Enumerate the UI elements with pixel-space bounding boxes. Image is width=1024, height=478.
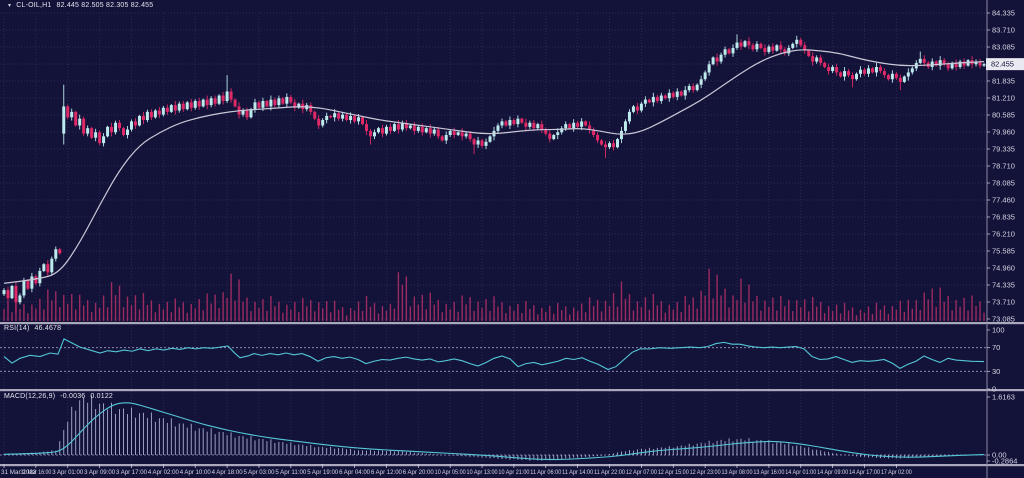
price-axis[interactable] bbox=[987, 0, 1024, 464]
svg-text:13 Apr 08:00: 13 Apr 08:00 bbox=[722, 469, 753, 476]
svg-text:81.835: 81.835 bbox=[992, 77, 1015, 86]
svg-text:73.710: 73.710 bbox=[992, 298, 1015, 307]
svg-text:0.00: 0.00 bbox=[992, 451, 1007, 460]
svg-text:31 Mar 2023: 31 Mar 2023 bbox=[1, 469, 37, 476]
svg-text:81.210: 81.210 bbox=[992, 94, 1015, 103]
svg-text:3 Apr 09:00: 3 Apr 09:00 bbox=[84, 469, 115, 476]
svg-text:6 Apr 04:00: 6 Apr 04:00 bbox=[339, 469, 370, 476]
svg-text:74.960: 74.960 bbox=[992, 264, 1015, 273]
svg-text:6 Apr 12:00: 6 Apr 12:00 bbox=[371, 469, 402, 476]
macd-signal-line bbox=[3, 402, 985, 461]
svg-text:17 Apr 02:00: 17 Apr 02:00 bbox=[881, 469, 912, 476]
svg-text:10 Apr 05:00: 10 Apr 05:00 bbox=[435, 469, 466, 476]
svg-text:82.455: 82.455 bbox=[991, 60, 1014, 69]
svg-text:5 Apr 03:00: 5 Apr 03:00 bbox=[243, 469, 274, 476]
moving-average-line bbox=[3, 49, 985, 284]
svg-text:76.210: 76.210 bbox=[992, 230, 1015, 239]
svg-text:31 Mar 16:00: 31 Mar 16:00 bbox=[20, 469, 51, 476]
rsi-indicator-label: RSI(14) 46.4678 bbox=[4, 325, 61, 332]
macd-signal-value: 0.0122 bbox=[90, 393, 114, 400]
rsi-line bbox=[3, 338, 985, 371]
chart-dropdown-icon[interactable]: ▾ bbox=[8, 3, 12, 9]
svg-text:14 Apr 17:00: 14 Apr 17:00 bbox=[849, 469, 880, 476]
axis-labels: 84.33583.71083.08582.46081.83581.21080.5… bbox=[1, 9, 1017, 477]
svg-text:5 Apr 11:00: 5 Apr 11:00 bbox=[275, 469, 306, 476]
pane-separator bbox=[0, 464, 1024, 467]
svg-text:13 Apr 16:00: 13 Apr 16:00 bbox=[753, 469, 784, 476]
svg-text:4 Apr 02:00: 4 Apr 02:00 bbox=[148, 469, 179, 476]
macd-main-value: -0.0036 bbox=[60, 393, 86, 400]
svg-text:79.335: 79.335 bbox=[992, 145, 1015, 154]
svg-text:74.335: 74.335 bbox=[992, 281, 1015, 290]
rsi-name: RSI(14) bbox=[4, 325, 30, 332]
svg-text:83.085: 83.085 bbox=[992, 43, 1015, 52]
svg-text:70: 70 bbox=[992, 343, 1000, 352]
pane-separator bbox=[0, 322, 1024, 325]
chart-symbol-period: CL-OIL,H1 bbox=[16, 2, 52, 9]
svg-text:77.460: 77.460 bbox=[992, 196, 1015, 205]
svg-text:4 Apr 10:00: 4 Apr 10:00 bbox=[180, 469, 211, 476]
svg-text:12 Apr 23:00: 12 Apr 23:00 bbox=[690, 469, 721, 476]
svg-text:79.960: 79.960 bbox=[992, 128, 1015, 137]
svg-text:11 Apr 06:00: 11 Apr 06:00 bbox=[530, 469, 561, 476]
svg-text:5 Apr 19:00: 5 Apr 19:00 bbox=[307, 469, 338, 476]
svg-text:-0.2864: -0.2864 bbox=[992, 457, 1017, 466]
svg-text:6 Apr 20:00: 6 Apr 20:00 bbox=[403, 469, 434, 476]
svg-text:30: 30 bbox=[992, 367, 1000, 376]
svg-text:10 Apr 21:00: 10 Apr 21:00 bbox=[498, 469, 529, 476]
svg-text:11 Apr 14:00: 11 Apr 14:00 bbox=[562, 469, 593, 476]
svg-text:73.085: 73.085 bbox=[992, 315, 1015, 324]
svg-text:3 Apr 01:00: 3 Apr 01:00 bbox=[52, 469, 83, 476]
svg-text:100: 100 bbox=[992, 326, 1005, 335]
svg-text:12 Apr 07:00: 12 Apr 07:00 bbox=[626, 469, 657, 476]
volume-histogram bbox=[3, 268, 985, 321]
svg-text:12 Apr 15:00: 12 Apr 15:00 bbox=[658, 469, 689, 476]
macd-name: MACD(12,26,9) bbox=[4, 393, 56, 400]
time-axis[interactable] bbox=[0, 464, 1024, 478]
svg-text:0: 0 bbox=[992, 385, 996, 394]
grid-lines bbox=[0, 12, 987, 463]
svg-text:83.710: 83.710 bbox=[992, 26, 1015, 35]
svg-text:10 Apr 13:00: 10 Apr 13:00 bbox=[467, 469, 498, 476]
svg-text:11 Apr 22:00: 11 Apr 22:00 bbox=[594, 469, 625, 476]
svg-text:80.585: 80.585 bbox=[992, 111, 1015, 120]
chart-ohlc-values: 82.445 82.505 82.305 82.455 bbox=[56, 2, 154, 9]
svg-text:84.335: 84.335 bbox=[992, 9, 1015, 18]
svg-text:14 Apr 09:00: 14 Apr 09:00 bbox=[817, 469, 848, 476]
svg-text:14 Apr 01:00: 14 Apr 01:00 bbox=[785, 469, 816, 476]
svg-text:75.585: 75.585 bbox=[992, 247, 1015, 256]
svg-text:3 Apr 17:00: 3 Apr 17:00 bbox=[116, 469, 147, 476]
pane-separator bbox=[0, 389, 1024, 392]
svg-text:1.6163: 1.6163 bbox=[992, 393, 1015, 402]
chart-title: ▾ CL-OIL,H1 82.445 82.505 82.305 82.455 bbox=[8, 2, 153, 9]
svg-text:78.710: 78.710 bbox=[992, 162, 1015, 171]
svg-text:4 Apr 18:00: 4 Apr 18:00 bbox=[212, 469, 243, 476]
svg-text:76.835: 76.835 bbox=[992, 213, 1015, 222]
svg-text:78.085: 78.085 bbox=[992, 179, 1015, 188]
rsi-value: 46.4678 bbox=[34, 325, 62, 332]
axis-border-line bbox=[986, 0, 988, 478]
current-price-box: 82.455 bbox=[986, 58, 1024, 71]
macd-indicator-label: MACD(12,26,9) -0.0036 0.0122 bbox=[4, 393, 113, 400]
